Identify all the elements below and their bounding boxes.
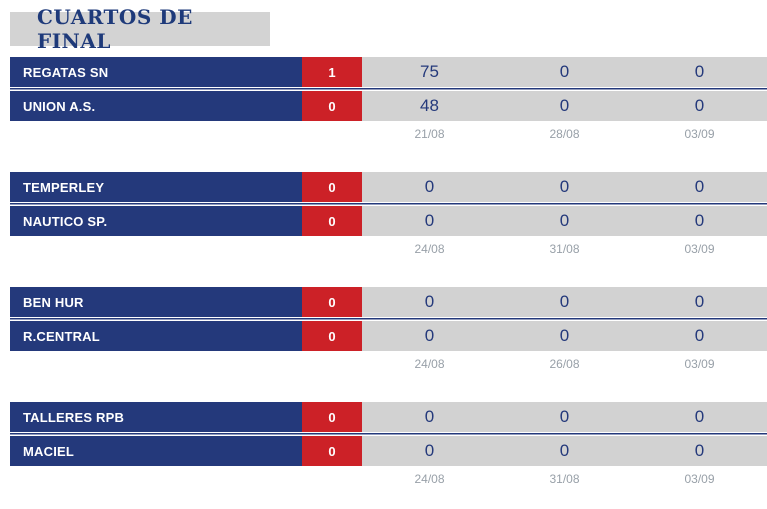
row-divider [10, 87, 767, 91]
game-date: 24/08 [414, 357, 445, 371]
match-block-3: BEN HUR 0 0 0 0 R.CENTRAL 0 0 0 0 24/08 … [10, 287, 767, 375]
game-date: 03/09 [684, 242, 715, 256]
game-score: 0 [424, 177, 435, 196]
game-score: 0 [559, 177, 570, 196]
team-name: TALLERES RPB [10, 402, 302, 432]
game-score: 75 [420, 62, 439, 81]
game-score: 0 [559, 292, 570, 311]
game-score: 0 [424, 407, 435, 426]
match-block-4: TALLERES RPB 0 0 0 0 MACIEL 0 0 0 0 24/0… [10, 402, 767, 490]
match-block-2: TEMPERLEY 0 0 0 0 NAUTICO SP. 0 0 0 0 24… [10, 172, 767, 260]
away-team-row: NAUTICO SP. 0 0 0 0 [10, 206, 767, 236]
row-divider [10, 202, 767, 206]
game-score: 0 [694, 292, 705, 311]
home-team-row: TALLERES RPB 0 0 0 0 [10, 402, 767, 432]
row-divider [10, 432, 767, 436]
game-score: 48 [420, 96, 439, 115]
game-score: 0 [694, 211, 705, 230]
team-name: NAUTICO SP. [10, 206, 302, 236]
home-team-row: REGATAS SN 1 75 0 0 [10, 57, 767, 87]
game-dates-row: 21/08 28/08 03/09 [10, 121, 767, 145]
game-dates-row: 24/08 31/08 03/09 [10, 466, 767, 490]
game-score: 0 [424, 441, 435, 460]
team-name: REGATAS SN [10, 57, 302, 87]
game-date: 28/08 [549, 127, 580, 141]
game-results: 0 0 0 [362, 172, 767, 202]
team-name: BEN HUR [10, 287, 302, 317]
game-score: 0 [694, 96, 705, 115]
page-title: CUARTOS DE FINAL [37, 5, 193, 53]
section-header: CUARTOS DE FINAL [10, 5, 270, 53]
game-results: 0 0 0 [362, 436, 767, 466]
game-results: 0 0 0 [362, 321, 767, 351]
game-score: 0 [694, 62, 705, 81]
game-score: 0 [424, 326, 435, 345]
game-results: 48 0 0 [362, 91, 767, 121]
series-wins-badge: 0 [302, 321, 362, 351]
game-date: 03/09 [684, 127, 715, 141]
game-score: 0 [694, 177, 705, 196]
game-score: 0 [424, 292, 435, 311]
game-date: 03/09 [684, 357, 715, 371]
team-name: MACIEL [10, 436, 302, 466]
game-date: 21/08 [414, 127, 445, 141]
game-date: 03/09 [684, 472, 715, 486]
game-score: 0 [559, 211, 570, 230]
series-wins-badge: 0 [302, 91, 362, 121]
game-date: 26/08 [549, 357, 580, 371]
home-team-row: TEMPERLEY 0 0 0 0 [10, 172, 767, 202]
series-wins-badge: 0 [302, 436, 362, 466]
game-score: 0 [559, 326, 570, 345]
series-wins-badge: 0 [302, 206, 362, 236]
series-wins-badge: 0 [302, 172, 362, 202]
game-date: 31/08 [549, 242, 580, 256]
away-team-row: R.CENTRAL 0 0 0 0 [10, 321, 767, 351]
game-date: 24/08 [414, 242, 445, 256]
game-dates-row: 24/08 31/08 03/09 [10, 236, 767, 260]
game-score: 0 [694, 326, 705, 345]
game-score: 0 [694, 441, 705, 460]
game-score: 0 [424, 211, 435, 230]
game-dates-row: 24/08 26/08 03/09 [10, 351, 767, 375]
series-wins-badge: 1 [302, 57, 362, 87]
home-team-row: BEN HUR 0 0 0 0 [10, 287, 767, 317]
game-date: 24/08 [414, 472, 445, 486]
series-wins-badge: 0 [302, 287, 362, 317]
team-name: R.CENTRAL [10, 321, 302, 351]
row-divider [10, 317, 767, 321]
game-score: 0 [694, 407, 705, 426]
game-score: 0 [559, 62, 570, 81]
bracket-page: CUARTOS DE FINAL REGATAS SN 1 75 0 0 UNI… [0, 5, 767, 509]
away-team-row: UNION A.S. 0 48 0 0 [10, 91, 767, 121]
game-results: 75 0 0 [362, 57, 767, 87]
match-block-1: REGATAS SN 1 75 0 0 UNION A.S. 0 48 0 0 … [10, 57, 767, 145]
game-score: 0 [559, 441, 570, 460]
series-wins-badge: 0 [302, 402, 362, 432]
game-score: 0 [559, 407, 570, 426]
away-team-row: MACIEL 0 0 0 0 [10, 436, 767, 466]
game-date: 31/08 [549, 472, 580, 486]
game-results: 0 0 0 [362, 402, 767, 432]
team-name: UNION A.S. [10, 91, 302, 121]
game-results: 0 0 0 [362, 206, 767, 236]
game-score: 0 [559, 96, 570, 115]
team-name: TEMPERLEY [10, 172, 302, 202]
game-results: 0 0 0 [362, 287, 767, 317]
